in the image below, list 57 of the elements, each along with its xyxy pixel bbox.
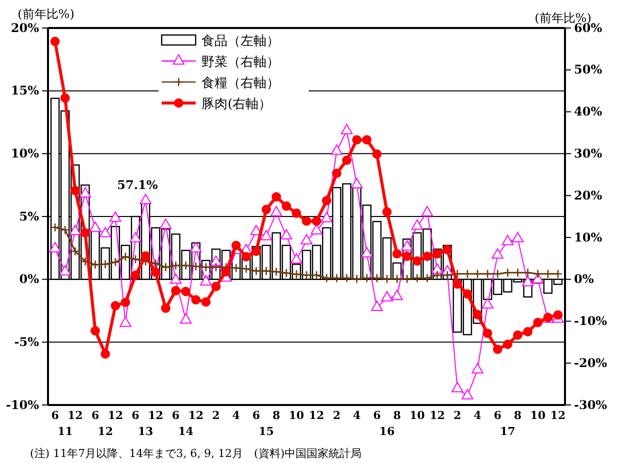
x-tick-label: 10: [288, 409, 304, 422]
x-tick-label: 10: [409, 409, 426, 422]
x-tick-label: 12: [98, 425, 113, 438]
x-tick-label: 12: [108, 409, 124, 422]
x-tick-label: 8: [514, 409, 522, 422]
y-tick-label: 20%: [10, 20, 40, 35]
annotation: 57.1%: [117, 178, 158, 192]
x-tick-label: 2: [454, 409, 462, 422]
x-tick-label: 2: [332, 409, 341, 422]
y2-tick-label: 10%: [574, 230, 603, 244]
x-tick-label: 6: [373, 409, 382, 422]
y2-axis-title: (前年比%): [534, 11, 592, 25]
x-tick-label: 6: [252, 409, 260, 422]
y-tick-label: 10%: [10, 146, 40, 161]
y2-tick-label: 20%: [574, 188, 603, 202]
x-tick-label: 12: [430, 409, 445, 422]
x-tick-label: 15: [258, 425, 274, 438]
y2-tick-label: 50%: [574, 62, 603, 77]
y2-tick-label: 40%: [574, 104, 603, 119]
x-tick-label: 10: [530, 409, 546, 422]
y2-tick-label: -10%: [574, 314, 608, 328]
y-tick-label: -10%: [6, 398, 40, 412]
x-tick-label: 6: [51, 409, 60, 422]
x-tick-label: 11: [57, 425, 73, 438]
x-tick-label: 16: [379, 425, 395, 438]
x-tick-label: 12: [148, 409, 164, 422]
legend-label: 食糧（右軸）: [202, 76, 280, 91]
x-tick-label: 6: [132, 409, 140, 422]
x-tick-label: 4: [352, 409, 361, 422]
y2-tick-label: -30%: [574, 398, 608, 412]
x-tick-label: 8: [272, 409, 280, 422]
x-tick-label: 6: [494, 409, 502, 422]
legend-label: 食品（左軸）: [202, 34, 280, 49]
y-tick-label: 15%: [10, 84, 40, 98]
x-tick-label: 8: [393, 409, 402, 422]
x-tick-label: 12: [308, 409, 324, 422]
y2-tick-label: -20%: [574, 356, 608, 370]
legend-label: 野菜（右軸）: [202, 55, 280, 70]
y-tick-label: 0%: [19, 272, 40, 286]
x-tick-label: 12: [188, 409, 204, 422]
legend-label: 豚肉(右軸）: [202, 97, 272, 112]
y-axis-title: (前年比%): [18, 7, 74, 21]
x-tick-label: 17: [500, 425, 516, 438]
y2-tick-label: 30%: [574, 146, 603, 161]
x-tick-label: 6: [172, 409, 180, 422]
x-tick-label: 4: [474, 409, 482, 422]
x-tick-label: 2: [212, 409, 220, 422]
x-tick-label: 4: [232, 409, 240, 422]
x-tick-label: 12: [68, 409, 83, 422]
text: (注) 11年7月以降、14年まで3, 6, 9, 12月 (資料)中国国家統計局: [30, 447, 362, 460]
x-tick-label: 12: [550, 409, 566, 422]
x-tick-label: 6: [91, 409, 100, 422]
y-tick-label: -5%: [14, 335, 40, 350]
x-tick-label: 14: [178, 425, 194, 438]
y2-tick-label: 0%: [574, 272, 594, 286]
y-tick-label: 5%: [19, 209, 40, 224]
x-tick-label: 13: [138, 425, 154, 438]
